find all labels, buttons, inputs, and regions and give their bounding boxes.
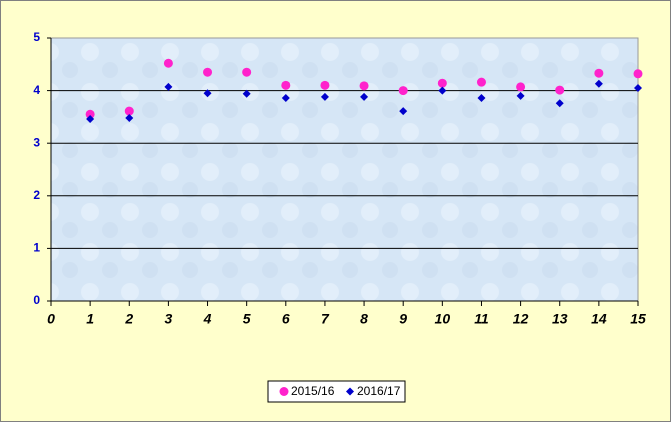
- legend: 2015/16 2016/17: [267, 380, 406, 403]
- marker-circle: [124, 106, 134, 116]
- marker-circle: [633, 69, 643, 79]
- marker-circle: [85, 109, 95, 119]
- x-tick-label: 15: [630, 311, 646, 327]
- x-tick-label: 11: [474, 311, 489, 327]
- marker-circle: [476, 77, 486, 87]
- legend-label: 2015/16: [291, 384, 335, 398]
- x-tick-label: 7: [321, 311, 330, 327]
- marker-circle: [242, 67, 252, 77]
- marker-circle: [281, 80, 291, 90]
- marker-circle: [516, 82, 526, 92]
- marker-diamond: [360, 92, 369, 101]
- marker-diamond: [125, 113, 134, 122]
- y-tick-label: 1: [33, 241, 40, 255]
- marker-diamond: [242, 89, 251, 98]
- marker-circle: [279, 387, 289, 396]
- marker-circle: [203, 67, 213, 77]
- marker-diamond: [438, 86, 447, 95]
- legend-label: 2016/17: [357, 384, 401, 398]
- y-tick-label: 4: [33, 83, 40, 97]
- x-tick-label: 12: [513, 311, 529, 327]
- x-tick-label: 9: [399, 311, 407, 327]
- marker-diamond: [164, 82, 173, 91]
- marker-circle: [555, 85, 565, 95]
- marker-circle: [398, 86, 408, 96]
- x-tick-label: 1: [86, 311, 94, 327]
- marker-diamond: [634, 83, 642, 92]
- marker-diamond: [320, 92, 329, 101]
- plot-area: [50, 37, 639, 302]
- marker-diamond: [594, 79, 603, 88]
- y-tick-label: 2: [33, 188, 40, 202]
- marker-diamond: [281, 93, 290, 102]
- x-tick-label: 10: [435, 311, 451, 327]
- marker-circle: [359, 81, 369, 91]
- marker-diamond: [477, 93, 486, 102]
- y-tick-label: 5: [33, 30, 40, 44]
- marker-circle: [320, 80, 330, 90]
- marker-diamond: [86, 115, 95, 124]
- marker-diamond: [399, 107, 408, 116]
- x-tick-label: 6: [282, 311, 290, 327]
- x-tick-label: 5: [243, 311, 251, 327]
- y-tick-label: 3: [33, 135, 40, 149]
- x-tick-label: 8: [360, 311, 368, 327]
- marker-diamond: [516, 91, 525, 100]
- x-tick-label: 14: [591, 311, 607, 327]
- marker-diamond: [555, 99, 564, 108]
- marker-circle: [437, 78, 447, 88]
- x-tick-label: 2: [124, 311, 133, 327]
- x-tick-label: 4: [203, 311, 212, 327]
- marker-circle: [594, 68, 604, 78]
- x-tick-label: 13: [552, 311, 568, 327]
- x-tick-label: 0: [47, 311, 55, 327]
- y-tick-label: 0: [33, 293, 40, 307]
- marker-diamond: [203, 89, 212, 98]
- x-tick-label: 3: [165, 311, 173, 327]
- marker-diamond: [346, 387, 354, 396]
- legend-box: [267, 380, 406, 403]
- marker-circle: [163, 58, 173, 68]
